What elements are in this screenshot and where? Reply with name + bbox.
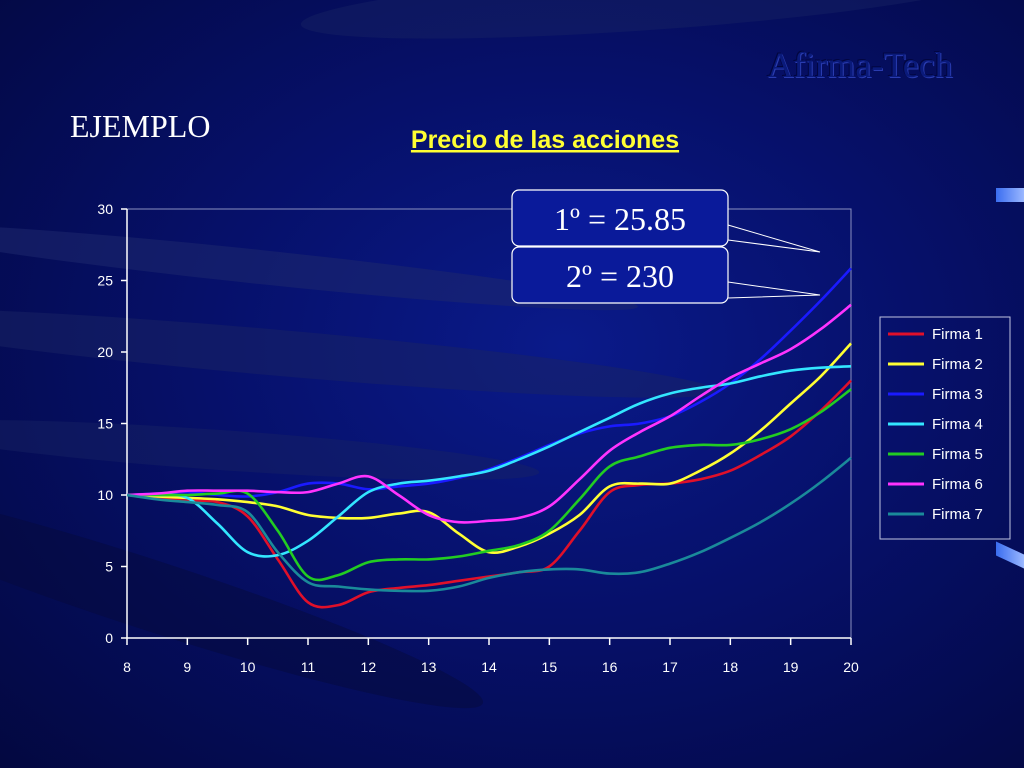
y-tick-label: 10 bbox=[97, 487, 113, 503]
chart-legend: Firma 1 Firma 2 Firma 3 Firma 4 Firma 5 Firma… bbox=[879, 316, 1011, 540]
x-tick-label: 10 bbox=[240, 659, 256, 675]
legend-entry: Firma 7 bbox=[932, 506, 983, 523]
legend-entry: Firma 2 bbox=[932, 356, 983, 373]
y-tick-label: 25 bbox=[97, 273, 113, 289]
x-tick-label: 18 bbox=[723, 659, 739, 675]
x-tick-label: 19 bbox=[783, 659, 799, 675]
plot-area: 0 5 10 15 20 25 30 8 9 10 11 12 13 14 15 16 17 18 19 20 bbox=[97, 201, 859, 675]
x-tick-label: 8 bbox=[123, 659, 131, 675]
series-line-7 bbox=[126, 456, 852, 593]
y-tick-label: 0 bbox=[105, 630, 113, 646]
legend-entry: Firma 3 bbox=[932, 386, 983, 403]
y-tick-label: 30 bbox=[97, 201, 113, 217]
x-tick-label: 20 bbox=[843, 659, 859, 675]
legend-entry: Firma 5 bbox=[932, 446, 983, 463]
series-line-3 bbox=[126, 267, 852, 498]
callout-second-value: 2º = 230 bbox=[566, 258, 674, 294]
callout-box bbox=[511, 189, 729, 247]
x-tick-label: 11 bbox=[301, 659, 316, 675]
callout-box bbox=[511, 246, 729, 304]
brand-watermark: Afirma-Tech bbox=[767, 45, 953, 85]
series-line-6 bbox=[126, 303, 852, 524]
slide-heading: EJEMPLO bbox=[70, 108, 211, 144]
callout-first-value: 1º = 25.85 bbox=[554, 201, 686, 237]
x-tick-label: 15 bbox=[542, 659, 558, 675]
legend-entry: Firma 6 bbox=[932, 476, 983, 493]
callout-pointer bbox=[727, 281, 821, 299]
x-tick-label: 9 bbox=[183, 659, 191, 675]
legend-entry: Firma 1 bbox=[932, 326, 983, 343]
callout-pointer bbox=[727, 224, 821, 253]
series-line-5 bbox=[127, 388, 852, 582]
y-tick-label: 15 bbox=[97, 416, 113, 432]
x-tick-label: 14 bbox=[481, 659, 497, 675]
y-tick-label: 20 bbox=[97, 344, 113, 360]
chart-title: Precio de las acciones bbox=[411, 126, 679, 154]
series-line-4 bbox=[126, 365, 852, 558]
series-layer bbox=[126, 267, 852, 609]
x-tick-label: 12 bbox=[361, 659, 377, 675]
series-line-1 bbox=[126, 379, 852, 609]
callout-layer: 1º = 25.85 2º = 230 bbox=[511, 189, 821, 304]
y-tick-label: 5 bbox=[105, 559, 113, 575]
series-line-2 bbox=[126, 342, 852, 554]
legend-entry: Firma 4 bbox=[932, 416, 983, 433]
x-tick-label: 17 bbox=[662, 659, 678, 675]
legend-frame bbox=[879, 316, 1011, 540]
edge-accent bbox=[996, 188, 1024, 202]
plot-border bbox=[126, 208, 852, 639]
x-tick-label: 13 bbox=[421, 659, 437, 675]
x-tick-label: 16 bbox=[602, 659, 618, 675]
